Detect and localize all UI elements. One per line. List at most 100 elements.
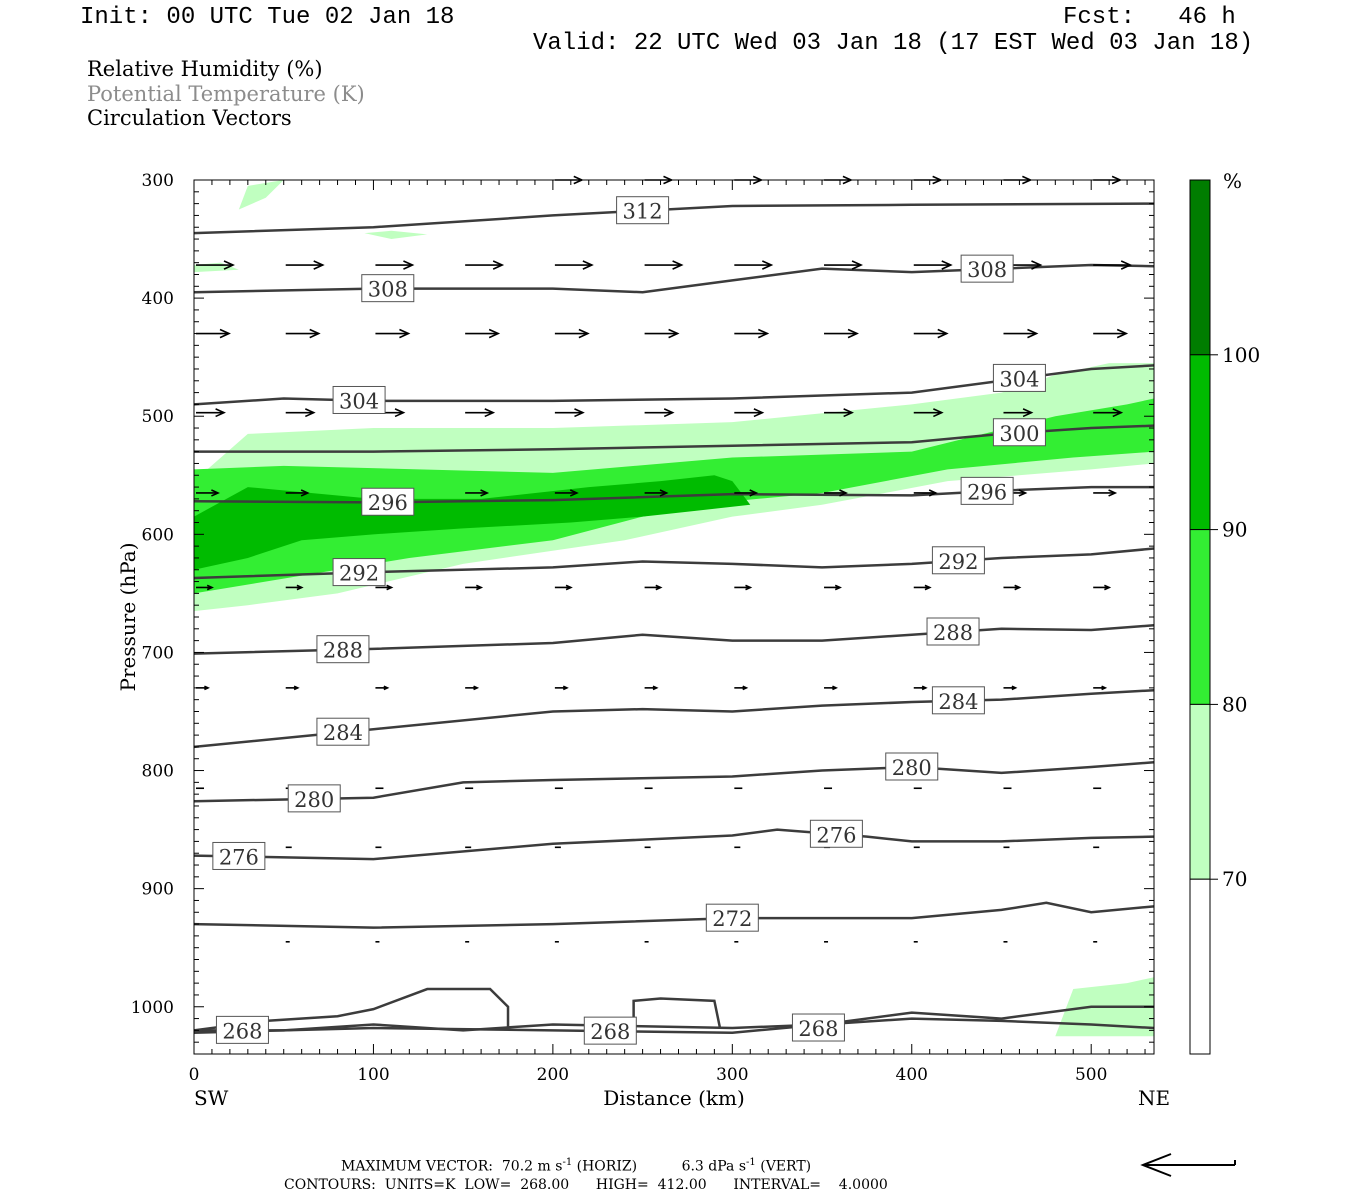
vert-exp: -1 bbox=[746, 1157, 756, 1168]
svg-text:268: 268 bbox=[798, 1017, 838, 1041]
circulation-vector bbox=[1093, 260, 1133, 270]
theta-contour-284 bbox=[193, 688, 1155, 749]
theta-contour-300 bbox=[194, 424, 1155, 453]
circulation-vector bbox=[824, 408, 854, 418]
y-tick-label: 400 bbox=[142, 289, 174, 309]
circulation-vector bbox=[734, 584, 753, 591]
circulation-vector bbox=[1003, 328, 1039, 339]
circulation-vector bbox=[913, 685, 928, 691]
svg-text:308: 308 bbox=[967, 258, 1007, 282]
circulation-vector bbox=[734, 328, 770, 339]
x-end-right: NE bbox=[1138, 1086, 1170, 1110]
svg-text:268: 268 bbox=[222, 1019, 262, 1043]
circulation-vector bbox=[196, 489, 220, 497]
circulation-vector bbox=[913, 489, 938, 497]
circulation-vector bbox=[196, 260, 235, 270]
circulation-vector bbox=[375, 260, 415, 270]
circulation-vector bbox=[1093, 584, 1112, 591]
x-tick-label: 300 bbox=[716, 1065, 748, 1085]
contour-label-284: 284 bbox=[931, 686, 985, 715]
theta-contour-288 bbox=[193, 624, 1155, 655]
contour-label-276: 276 bbox=[809, 819, 863, 848]
contour-label-292: 292 bbox=[931, 546, 985, 575]
contour-label-296: 296 bbox=[361, 487, 415, 516]
max-vector-line: MAXIMUM VECTOR: 70.2 m s-1 (HORIZ) 6.3 d… bbox=[341, 1157, 811, 1175]
circulation-vector bbox=[465, 584, 484, 591]
theta-contour-292 bbox=[193, 547, 1155, 580]
circulation-vector bbox=[644, 584, 663, 591]
y-tick-label: 500 bbox=[142, 407, 174, 427]
contour-label-272: 272 bbox=[705, 903, 759, 932]
circulation-vector bbox=[1093, 328, 1129, 339]
circulation-vector bbox=[554, 685, 569, 691]
circulation-vector bbox=[465, 408, 496, 418]
theta-contour-308 bbox=[193, 263, 1155, 294]
circulation-vector bbox=[465, 489, 490, 497]
init-time: Init: 00 UTC Tue 02 Jan 18 bbox=[80, 4, 455, 31]
circulation-vector bbox=[913, 408, 944, 418]
svg-text:288: 288 bbox=[933, 621, 973, 645]
circulation-vector bbox=[285, 685, 300, 691]
circulation-vector bbox=[554, 260, 594, 270]
svg-text:268: 268 bbox=[590, 1020, 630, 1044]
circulation-vector bbox=[285, 328, 321, 339]
svg-text:312: 312 bbox=[623, 200, 663, 224]
circulation-vector bbox=[1003, 584, 1022, 591]
circulation-vector bbox=[824, 685, 838, 691]
legend-vectors: Circulation Vectors bbox=[87, 106, 292, 130]
y-tick-label: 1000 bbox=[131, 998, 174, 1018]
svg-text:284: 284 bbox=[323, 721, 363, 745]
svg-text:272: 272 bbox=[712, 907, 752, 931]
colorbar-level: 100 bbox=[1222, 343, 1260, 367]
horiz-exp: -1 bbox=[562, 1157, 573, 1168]
contour-info: CONTOURS: UNITS=K LOW= 268.00 HIGH= 412.… bbox=[284, 1177, 888, 1193]
contour-label-276: 276 bbox=[212, 841, 266, 870]
svg-text:304: 304 bbox=[339, 389, 379, 413]
contour-label-312: 312 bbox=[616, 196, 670, 225]
contour-label-304: 304 bbox=[992, 363, 1046, 392]
x-tick-label: 0 bbox=[189, 1065, 200, 1085]
circulation-vector bbox=[554, 489, 579, 497]
vert-unit: (VERT) bbox=[760, 1158, 812, 1175]
max-vector-label: MAXIMUM VECTOR: bbox=[341, 1158, 493, 1175]
rh-70-area bbox=[238, 180, 284, 210]
circulation-vector bbox=[554, 584, 573, 591]
theta-contour-closed bbox=[632, 997, 721, 1028]
svg-text:292: 292 bbox=[339, 562, 379, 586]
svg-text:280: 280 bbox=[892, 756, 932, 780]
theta-contour-304 bbox=[193, 364, 1155, 406]
contour-label-268: 268 bbox=[215, 1015, 269, 1044]
svg-text:296: 296 bbox=[368, 491, 408, 515]
horiz-unit: (HORIZ) bbox=[576, 1158, 638, 1175]
contour-label-268: 268 bbox=[583, 1016, 637, 1045]
x-tick-label: 200 bbox=[537, 1065, 569, 1085]
svg-text:276: 276 bbox=[219, 845, 259, 869]
circulation-vector bbox=[734, 408, 765, 418]
colorbar-segment bbox=[1189, 703, 1211, 880]
circulation-vector bbox=[375, 328, 411, 339]
contour-label-288: 288 bbox=[926, 617, 980, 646]
circulation-vector bbox=[913, 260, 953, 270]
rh-70-area bbox=[364, 230, 428, 240]
circulation-vector bbox=[375, 685, 390, 691]
forecast-hour: Fcst: 46 h bbox=[1063, 4, 1236, 31]
contour-label-304: 304 bbox=[332, 385, 386, 414]
colorbar-level: 80 bbox=[1222, 692, 1247, 716]
circulation-vector bbox=[734, 260, 774, 270]
circulation-vector bbox=[1003, 685, 1018, 691]
contour-label-288: 288 bbox=[316, 635, 370, 664]
colorbar-segment bbox=[1189, 354, 1211, 531]
theta-contour-268 bbox=[193, 987, 510, 1032]
x-end-left: SW bbox=[194, 1086, 229, 1110]
y-tick-label: 700 bbox=[142, 643, 174, 663]
circulation-vector bbox=[644, 408, 675, 418]
circulation-vector bbox=[554, 328, 590, 339]
y-tick-label: 800 bbox=[142, 762, 174, 782]
circulation-vector bbox=[734, 489, 759, 497]
reference-vector-arrow bbox=[1140, 1153, 1236, 1177]
svg-text:300: 300 bbox=[999, 422, 1039, 446]
circulation-vector bbox=[1003, 408, 1034, 418]
contour-label-284: 284 bbox=[316, 717, 370, 746]
colorbar-segment bbox=[1189, 179, 1211, 356]
